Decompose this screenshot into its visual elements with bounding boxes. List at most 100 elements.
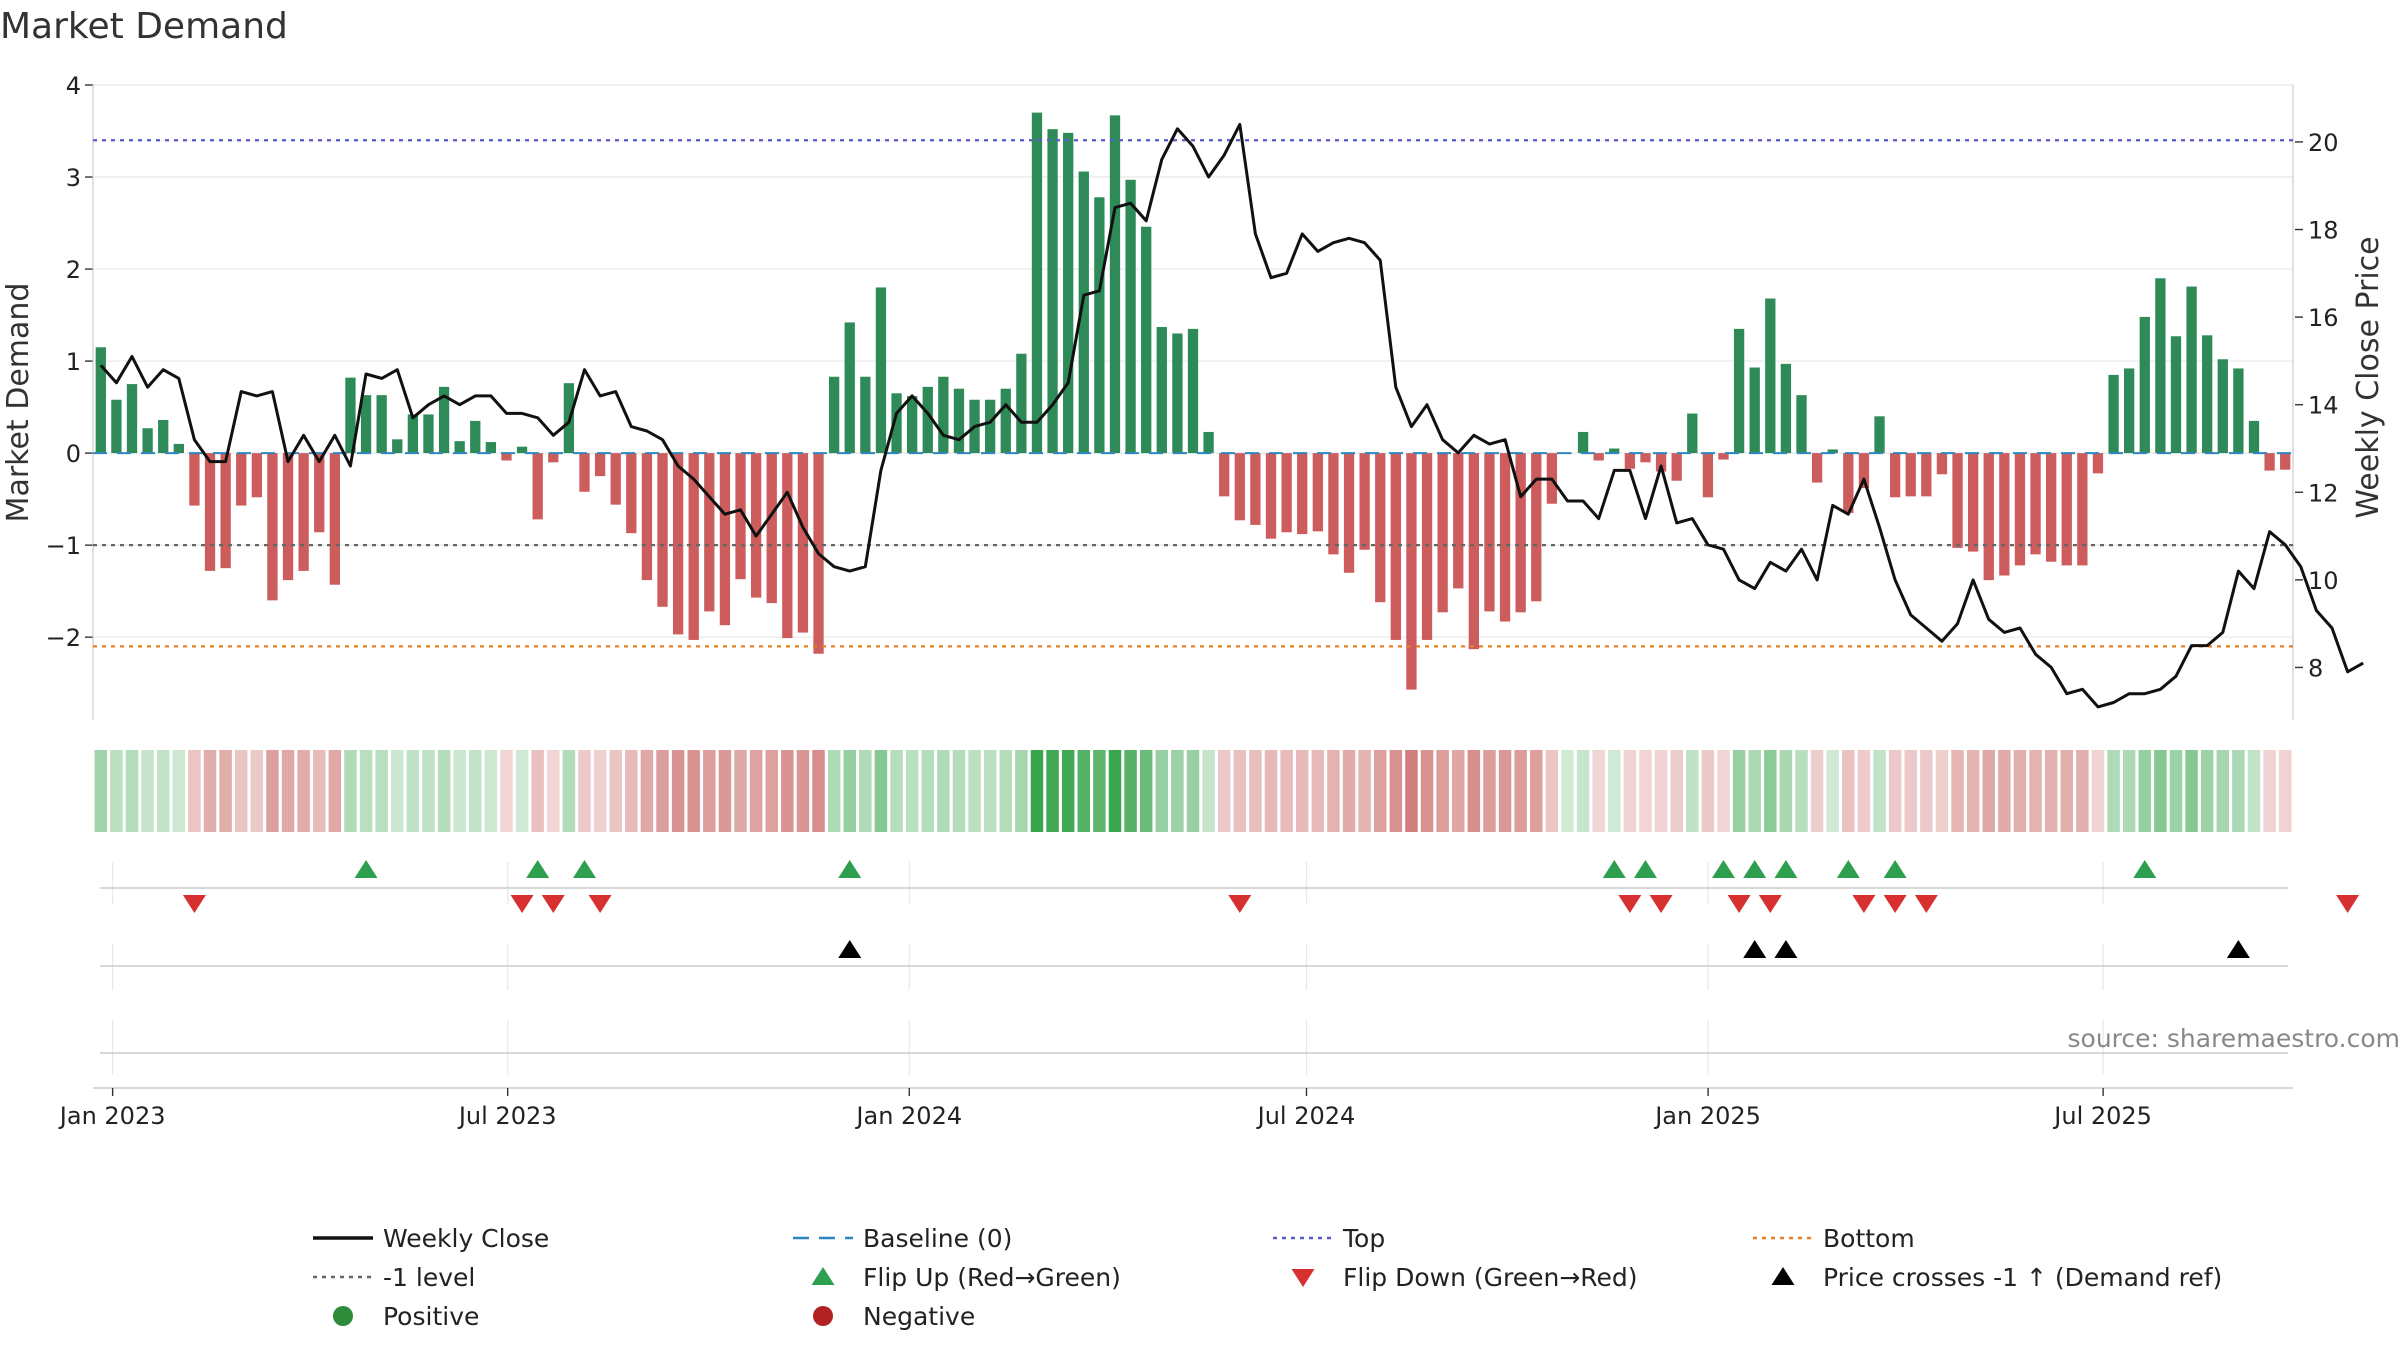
heat-cell [1654, 750, 1668, 832]
heat-cell [2169, 750, 2183, 832]
heat-cell [1233, 750, 1247, 832]
heat-cell [703, 750, 716, 832]
demand-bar [2264, 453, 2275, 471]
flip-up-marker [1633, 860, 1657, 878]
demand-bar [719, 453, 731, 626]
flip-down-marker [2336, 895, 2360, 913]
demand-bar [2077, 453, 2088, 566]
heat-cell [812, 750, 825, 832]
heat-cell [2185, 750, 2198, 832]
heat-cell [375, 750, 388, 832]
flip-up-marker [354, 860, 378, 878]
demand-bar [485, 442, 497, 454]
heat-cell [2060, 750, 2073, 832]
demand-bar [1234, 453, 1245, 521]
demand-bar [626, 453, 637, 534]
heat-cell [281, 750, 295, 832]
legend-triangle-up-icon [811, 1267, 835, 1285]
demand-bar [1811, 453, 1823, 483]
demand-bar [1187, 328, 1199, 454]
demand-bar [392, 439, 403, 454]
heat-cell [1576, 750, 1590, 832]
heat-cell [1857, 750, 1871, 832]
heat-cell [515, 750, 529, 832]
x-tick-label: Jan 2023 [58, 1102, 166, 1130]
legend-label: Weekly Close [383, 1224, 549, 1253]
heat-cell [952, 750, 966, 832]
heat-cell [1217, 750, 1231, 832]
demand-bar [470, 420, 481, 454]
heat-cell [874, 750, 888, 832]
heat-cell [1436, 750, 1449, 832]
demand-bar [1453, 453, 1464, 589]
legend-item: Flip Up (Red→Green) [811, 1263, 1121, 1292]
demand-bar [1047, 129, 1058, 454]
demand-bar [860, 376, 871, 454]
heat-cell [1467, 750, 1481, 832]
right-tick-label: 20 [2308, 129, 2339, 157]
heat-cell [1358, 750, 1371, 832]
flip-down-marker [1649, 895, 1673, 913]
demand-bar [1749, 367, 1760, 454]
demand-bar [282, 453, 294, 581]
demand-bar [438, 386, 450, 454]
demand-bar [750, 453, 762, 598]
heat-cell [1561, 750, 1574, 832]
price-cross-marker [838, 940, 862, 958]
demand-bar [1359, 453, 1370, 550]
demand-bar [1343, 453, 1355, 573]
heat-cell [328, 750, 342, 832]
demand-bar [423, 414, 434, 454]
demand-bar [1406, 453, 1417, 690]
heat-cell [640, 750, 654, 832]
demand-bar [1967, 453, 1979, 552]
x-tick-label: Jan 2024 [854, 1102, 962, 1130]
demand-bar [1921, 453, 1932, 497]
demand-bar [1593, 453, 1604, 461]
legend-circle-icon [813, 1306, 833, 1326]
legend-label: Top [1342, 1224, 1385, 1253]
legend-item: Top [1273, 1224, 1385, 1253]
left-tick-label: 3 [66, 164, 81, 192]
left-tick-label: −1 [46, 532, 81, 560]
demand-bar [251, 453, 262, 498]
heat-cell [1061, 750, 1075, 832]
demand-bar [766, 453, 777, 604]
heat-cell [609, 750, 622, 832]
demand-bar [1281, 453, 1292, 533]
demand-bar [111, 399, 122, 454]
flip-down-marker [1758, 895, 1782, 913]
heat-cell [1389, 750, 1403, 832]
heat-cell [1373, 750, 1387, 832]
heat-cell [2200, 750, 2214, 832]
demand-bar [126, 384, 138, 454]
heat-cell [1514, 750, 1527, 832]
demand-bar [2202, 335, 2213, 454]
demand-bar [2108, 374, 2119, 454]
heat-cell [2232, 750, 2245, 832]
heat-cell [1155, 750, 1169, 832]
heat-cell [531, 750, 544, 832]
legend-triangle-down-icon [1291, 1269, 1315, 1287]
heat-cell [1483, 750, 1496, 832]
right-tick-label: 16 [2308, 304, 2339, 332]
flip-up-marker [2133, 860, 2157, 878]
heat-cell [1670, 750, 1683, 832]
demand-bar [1499, 453, 1511, 622]
demand-bar [1905, 453, 1916, 497]
heat-cell [1920, 750, 1933, 832]
demand-bar [1718, 453, 1729, 460]
demand-bar [1219, 453, 1230, 497]
demand-bar [1796, 395, 1807, 454]
heat-cell [1608, 750, 1621, 832]
demand-bar [985, 399, 996, 454]
chart-title: Market Demand [0, 6, 288, 47]
demand-bar [1577, 431, 1589, 454]
heat-cell [905, 750, 919, 832]
demand-bar [2046, 453, 2057, 562]
heat-cell [2154, 750, 2167, 832]
heat-cell [796, 750, 810, 832]
heat-cell [547, 750, 560, 832]
heat-cell [453, 750, 466, 832]
heat-cell [937, 750, 950, 832]
